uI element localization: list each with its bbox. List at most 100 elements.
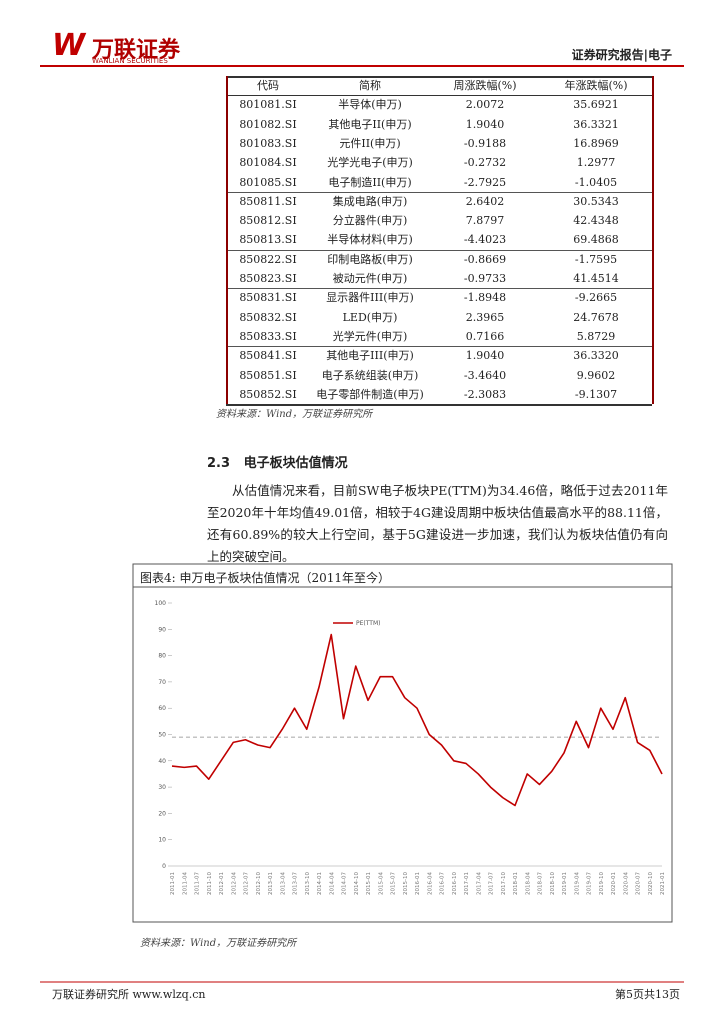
- table-border: [652, 76, 654, 405]
- x-tick-label: 2019-10: [599, 872, 605, 895]
- section-number: 2.3: [207, 456, 231, 471]
- table-cell: -4.4023: [463, 233, 507, 247]
- x-tick-label: 2015-04: [378, 872, 384, 895]
- logo-sub: WANLIAN SECURITIES: [92, 57, 168, 65]
- table-cell: 1.9040: [465, 349, 505, 363]
- table-cell: 801085.SI: [239, 175, 297, 189]
- column-header: 年涨跌幅(%): [564, 79, 628, 92]
- table-rule: [226, 95, 652, 97]
- x-tick-label: 2016-07: [440, 872, 446, 895]
- table-cell: 分立器件(申万): [332, 214, 408, 228]
- x-tick-label: 2012-07: [244, 872, 250, 895]
- table-cell: -0.8669: [463, 252, 507, 266]
- y-tick-label: 0: [162, 863, 166, 870]
- table-cell: 30.5343: [573, 194, 619, 208]
- x-tick-label: 2017-04: [476, 872, 482, 895]
- x-tick-label: 2016-10: [452, 872, 458, 895]
- x-tick-label: 2016-04: [427, 872, 433, 895]
- y-tick-label: 40: [158, 758, 166, 765]
- x-tick-label: 2021-01: [660, 872, 666, 895]
- table-cell: 16.8969: [573, 136, 619, 150]
- table-cell: 半导体(申万): [338, 98, 402, 112]
- table-cell: 850812.SI: [239, 214, 297, 228]
- x-tick-label: 2020-07: [636, 872, 642, 895]
- x-tick-label: 2019-01: [562, 872, 568, 895]
- table-cell: 其他电子II(申万): [328, 117, 412, 131]
- table-cell: -0.9733: [463, 272, 507, 285]
- footer-right: 第5页共13页: [615, 988, 680, 1001]
- table-cell: 850823.SI: [239, 272, 297, 285]
- table-cell: 801084.SI: [239, 156, 297, 170]
- table-cell: 850832.SI: [239, 310, 297, 324]
- column-header: 简称: [359, 79, 381, 92]
- x-tick-label: 2011-07: [195, 872, 201, 895]
- x-tick-label: 2017-07: [489, 872, 495, 895]
- table-cell: 42.4348: [573, 214, 619, 228]
- table-cell: 半导体材料(申万): [327, 233, 413, 247]
- x-tick-label: 2014-01: [317, 872, 323, 895]
- table-border: [226, 76, 228, 405]
- table-source: 资料来源：Wind，万联证券研究所: [216, 409, 373, 420]
- table-cell: 850852.SI: [239, 387, 297, 401]
- table-cell: 光学光电子(申万): [327, 156, 413, 170]
- y-tick-label: 10: [158, 837, 166, 844]
- x-tick-label: 2012-04: [231, 872, 237, 895]
- table-cell: 7.8797: [465, 214, 505, 228]
- x-tick-label: 2013-01: [268, 872, 274, 895]
- table-cell: 2.6402: [465, 194, 505, 208]
- section-title: 电子板块估值情况: [243, 456, 348, 471]
- table-cell: 41.4514: [573, 272, 619, 285]
- table-rule: [226, 249, 652, 251]
- table-cell: 电子系统组装(申万): [321, 368, 419, 382]
- table-rule: [226, 346, 652, 348]
- table-cell: 1.2977: [576, 156, 616, 170]
- x-tick-label: 2011-10: [207, 872, 213, 895]
- figure-box: [132, 563, 673, 923]
- table-cell: 其他电子III(申万): [326, 349, 414, 363]
- x-tick-label: 2013-07: [293, 872, 299, 895]
- table-cell: -1.0405: [574, 175, 618, 189]
- table-cell: 36.3320: [573, 349, 619, 363]
- column-header: 周涨跌幅(%): [453, 79, 517, 92]
- table-cell: 850841.SI: [239, 349, 297, 363]
- x-tick-label: 2020-01: [611, 872, 617, 895]
- section-heading: 2.3 电子板块估值情况: [207, 452, 348, 471]
- table-cell: 元件II(申万): [339, 136, 401, 150]
- x-tick-label: 2014-07: [342, 872, 348, 895]
- table-rule: [226, 76, 652, 78]
- logo-mark: W: [52, 28, 87, 63]
- table-cell: 801083.SI: [239, 136, 297, 150]
- table-cell: 印制电路板(申万): [327, 252, 413, 266]
- x-tick-label: 2014-04: [329, 872, 335, 895]
- x-tick-label: 2011-04: [182, 872, 188, 895]
- x-tick-label: 2019-07: [587, 872, 593, 895]
- table-cell: 850822.SI: [239, 252, 297, 266]
- table-cell: 电子制造II(申万): [328, 175, 412, 189]
- figure-title: 图表4: 申万电子板块估值情况（2011年至今）: [140, 571, 391, 585]
- pe-line: [171, 633, 663, 807]
- table-cell: 9.9602: [576, 368, 616, 382]
- table-cell: 850811.SI: [239, 194, 297, 208]
- y-tick-label: 30: [158, 784, 166, 791]
- table-cell: 24.7678: [573, 310, 619, 324]
- table-cell: 0.7166: [465, 329, 505, 343]
- table-cell: -9.1307: [574, 387, 618, 401]
- table-cell: 35.6921: [573, 98, 619, 112]
- legend-label: PE(TTM): [356, 620, 381, 627]
- report-tag: 证券研究报告|电子: [571, 48, 672, 62]
- x-tick-label: 2012-01: [219, 872, 225, 895]
- table-cell: 801082.SI: [239, 117, 297, 131]
- x-tick-label: 2011-01: [170, 872, 176, 895]
- table-cell: 1.9040: [465, 117, 505, 131]
- figure-source: 资料来源：Wind，万联证券研究所: [140, 938, 297, 949]
- y-tick-label: 80: [158, 653, 166, 660]
- x-tick-label: 2020-04: [623, 872, 629, 895]
- x-tick-label: 2015-10: [403, 872, 409, 895]
- table-cell: -3.4640: [463, 368, 507, 382]
- y-tick-label: 70: [158, 679, 166, 686]
- x-tick-label: 2017-10: [501, 872, 507, 895]
- y-tick-label: 60: [158, 705, 166, 712]
